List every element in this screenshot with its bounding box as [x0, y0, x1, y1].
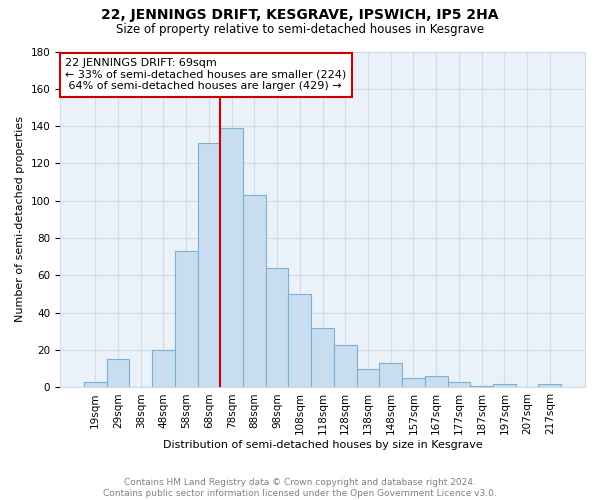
Bar: [356, 369, 379, 388]
Bar: [448, 382, 470, 388]
Bar: [402, 378, 425, 388]
Bar: [289, 294, 311, 388]
Bar: [470, 386, 493, 388]
Bar: [538, 384, 561, 388]
Bar: [243, 195, 266, 388]
Text: Contains HM Land Registry data © Crown copyright and database right 2024.
Contai: Contains HM Land Registry data © Crown c…: [103, 478, 497, 498]
Bar: [334, 344, 356, 388]
Bar: [107, 360, 130, 388]
Text: 22, JENNINGS DRIFT, KESGRAVE, IPSWICH, IP5 2HA: 22, JENNINGS DRIFT, KESGRAVE, IPSWICH, I…: [101, 8, 499, 22]
Text: Size of property relative to semi-detached houses in Kesgrave: Size of property relative to semi-detach…: [116, 22, 484, 36]
Bar: [425, 376, 448, 388]
Bar: [266, 268, 289, 388]
Bar: [379, 363, 402, 388]
Text: 22 JENNINGS DRIFT: 69sqm
← 33% of semi-detached houses are smaller (224)
 64% of: 22 JENNINGS DRIFT: 69sqm ← 33% of semi-d…: [65, 58, 347, 92]
Y-axis label: Number of semi-detached properties: Number of semi-detached properties: [15, 116, 25, 322]
Bar: [220, 128, 243, 388]
Bar: [493, 384, 515, 388]
Bar: [311, 328, 334, 388]
Bar: [197, 143, 220, 388]
Bar: [175, 251, 197, 388]
Bar: [152, 350, 175, 388]
X-axis label: Distribution of semi-detached houses by size in Kesgrave: Distribution of semi-detached houses by …: [163, 440, 482, 450]
Bar: [84, 382, 107, 388]
